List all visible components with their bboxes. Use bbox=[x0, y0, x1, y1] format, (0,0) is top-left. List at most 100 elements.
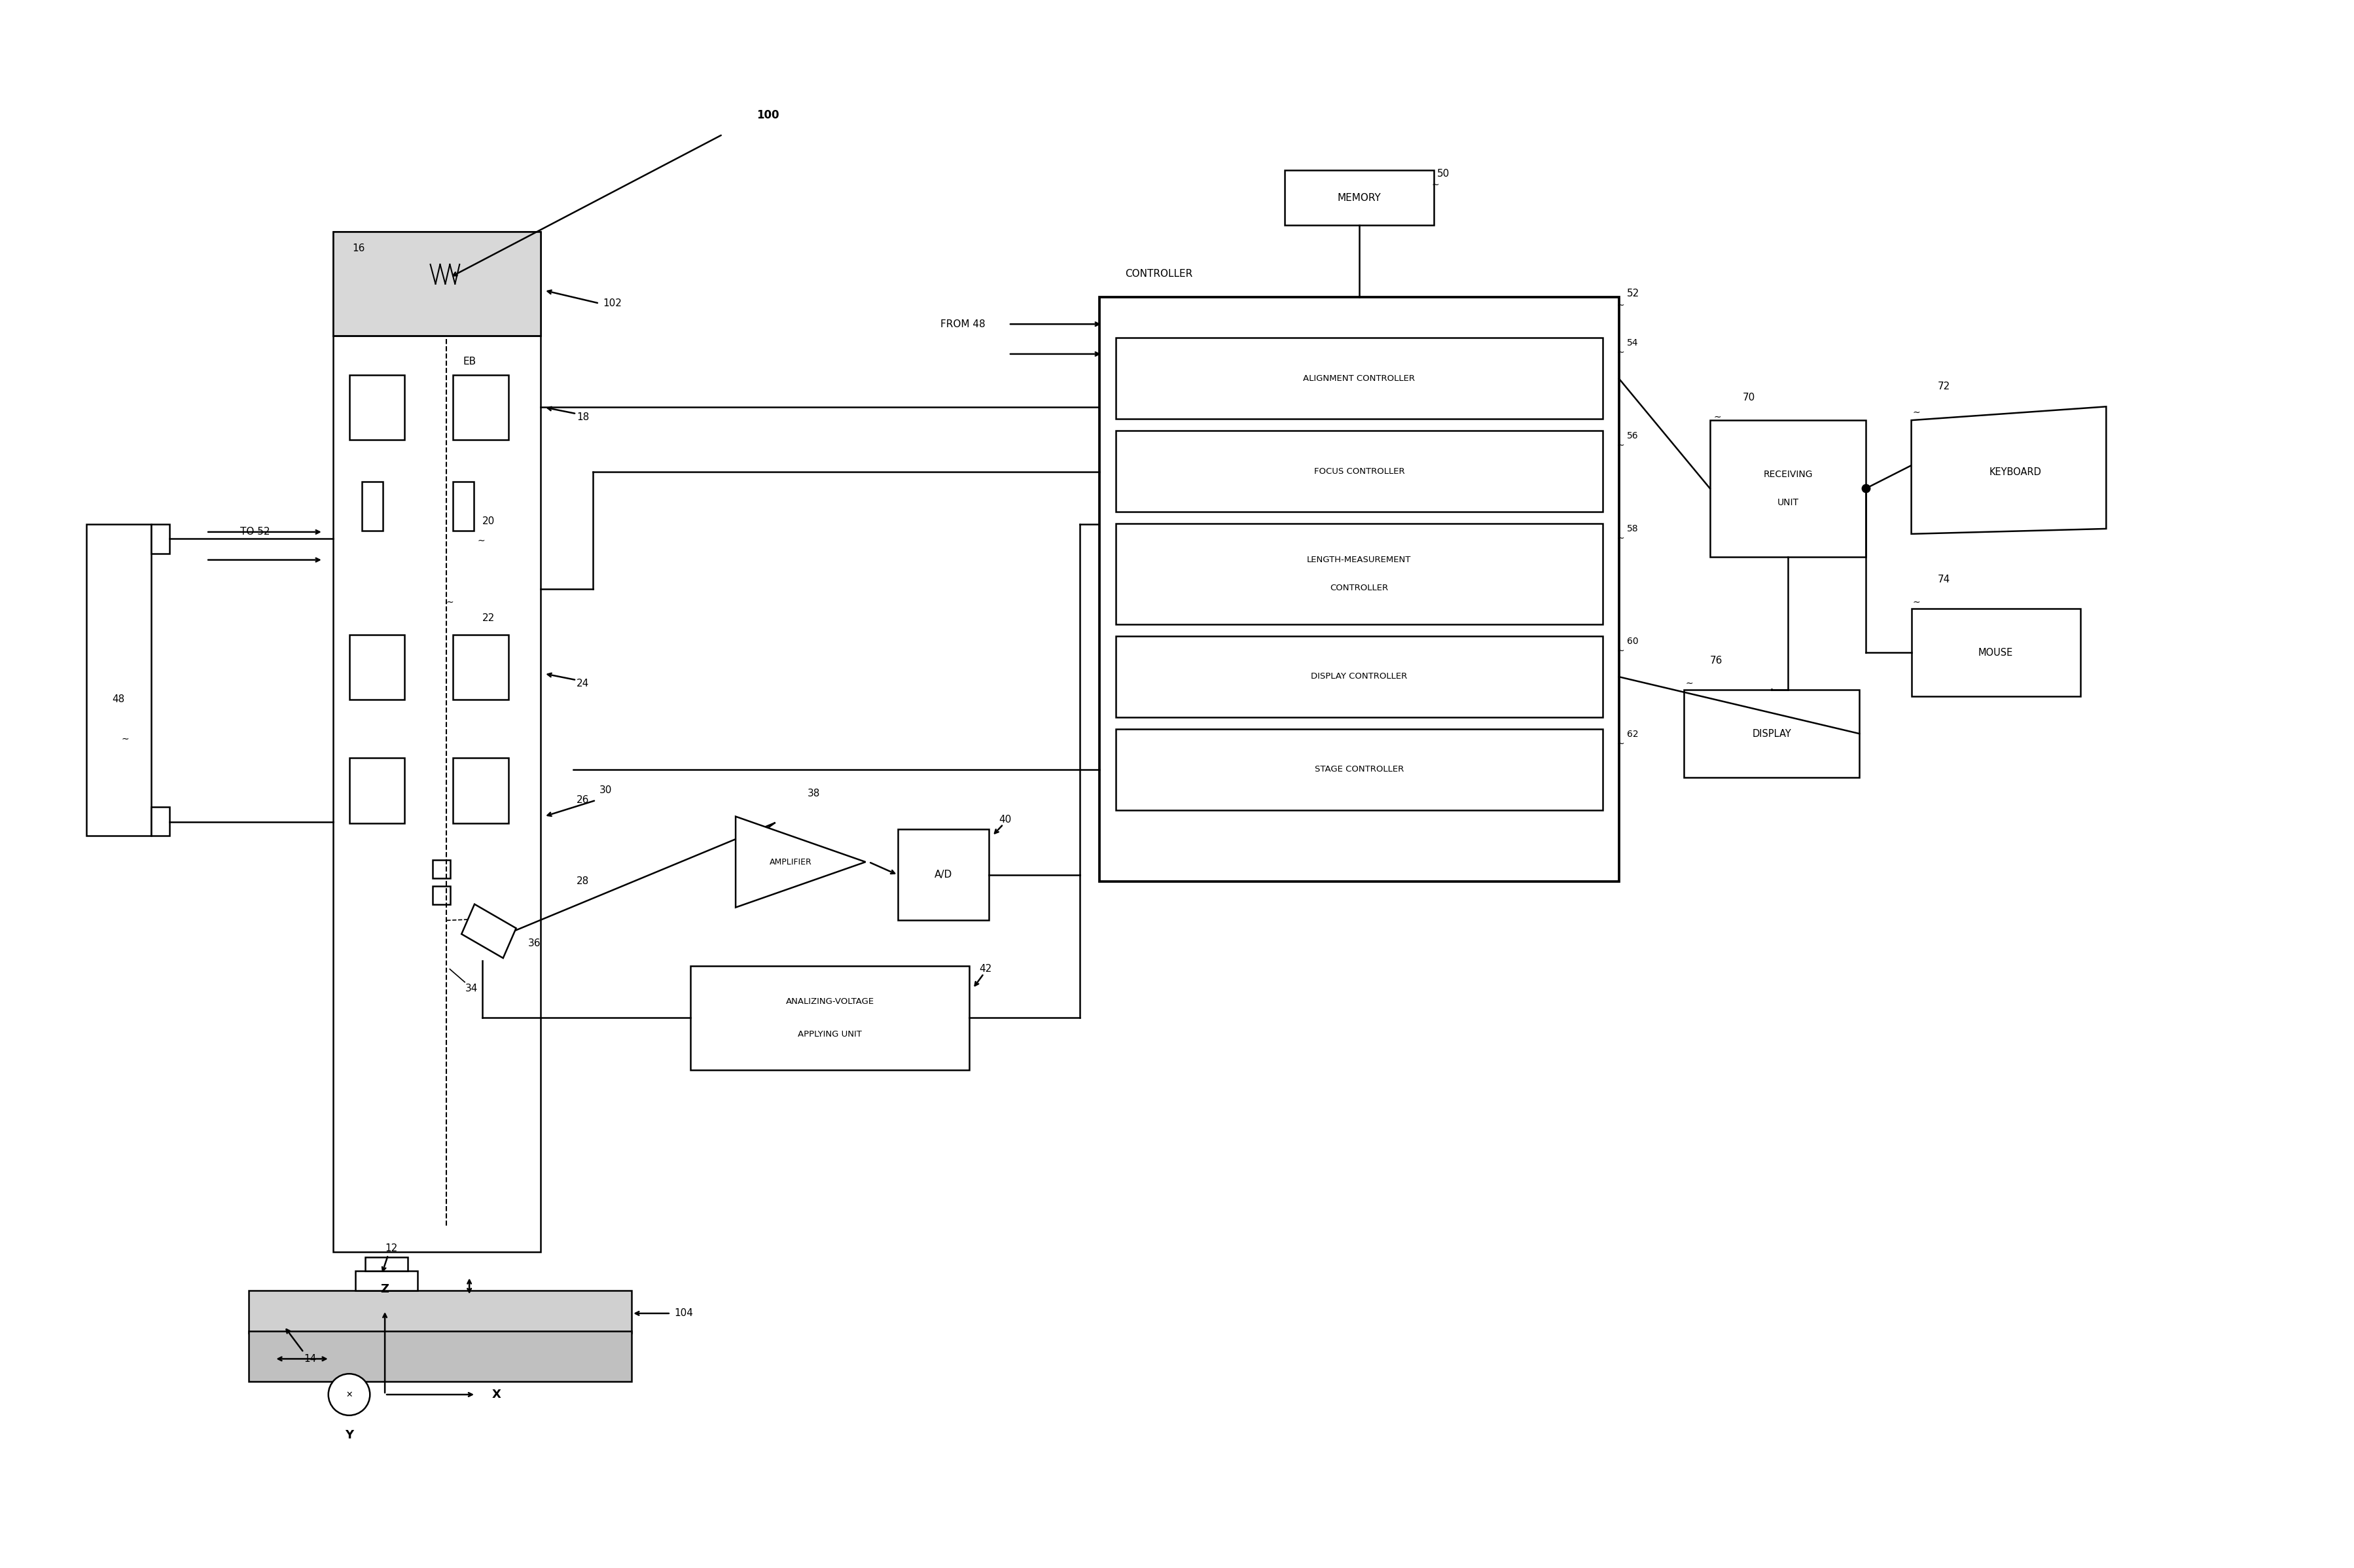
FancyBboxPatch shape bbox=[87, 524, 151, 836]
FancyBboxPatch shape bbox=[363, 481, 384, 530]
FancyBboxPatch shape bbox=[1285, 171, 1434, 226]
FancyBboxPatch shape bbox=[1099, 296, 1620, 881]
Text: 28: 28 bbox=[577, 877, 588, 886]
Polygon shape bbox=[734, 817, 866, 908]
FancyBboxPatch shape bbox=[1911, 608, 2079, 696]
Text: 104: 104 bbox=[673, 1308, 692, 1319]
Text: ∼: ∼ bbox=[478, 536, 485, 546]
Text: 70: 70 bbox=[1742, 392, 1754, 403]
Text: ∼: ∼ bbox=[1617, 299, 1624, 309]
FancyBboxPatch shape bbox=[332, 232, 541, 1251]
FancyBboxPatch shape bbox=[151, 524, 169, 554]
Text: ANALIZING-VOLTAGE: ANALIZING-VOLTAGE bbox=[786, 997, 873, 1005]
FancyBboxPatch shape bbox=[452, 375, 508, 439]
FancyBboxPatch shape bbox=[433, 886, 450, 905]
Text: 72: 72 bbox=[1937, 381, 1949, 392]
FancyBboxPatch shape bbox=[1683, 690, 1860, 778]
Text: ∼: ∼ bbox=[1911, 408, 1921, 417]
Text: 26: 26 bbox=[577, 795, 588, 804]
FancyBboxPatch shape bbox=[348, 635, 405, 699]
Text: 50: 50 bbox=[1436, 168, 1450, 179]
Text: MEMORY: MEMORY bbox=[1337, 193, 1382, 202]
FancyBboxPatch shape bbox=[433, 859, 450, 878]
FancyBboxPatch shape bbox=[1116, 637, 1603, 717]
Text: 62: 62 bbox=[1627, 729, 1638, 739]
Text: ALIGNMENT CONTROLLER: ALIGNMENT CONTROLLER bbox=[1302, 375, 1415, 383]
FancyBboxPatch shape bbox=[897, 829, 989, 920]
Text: MOUSE: MOUSE bbox=[1977, 648, 2013, 657]
FancyBboxPatch shape bbox=[1116, 729, 1603, 811]
FancyBboxPatch shape bbox=[250, 1331, 631, 1381]
Text: 18: 18 bbox=[577, 412, 588, 422]
Text: 20: 20 bbox=[483, 516, 494, 525]
FancyBboxPatch shape bbox=[1116, 524, 1603, 624]
Text: EB: EB bbox=[464, 358, 476, 367]
Text: 36: 36 bbox=[527, 938, 541, 949]
Text: ∼: ∼ bbox=[1714, 412, 1721, 422]
Text: 74: 74 bbox=[1937, 574, 1949, 585]
Text: CONTROLLER: CONTROLLER bbox=[1330, 583, 1389, 593]
Text: 14: 14 bbox=[304, 1353, 315, 1364]
Text: 12: 12 bbox=[386, 1243, 398, 1253]
Text: 16: 16 bbox=[353, 243, 365, 252]
Text: ∼: ∼ bbox=[1617, 441, 1624, 450]
Text: ∼: ∼ bbox=[1617, 646, 1624, 655]
Text: FROM 48: FROM 48 bbox=[939, 320, 986, 329]
Text: X: X bbox=[492, 1389, 501, 1400]
Text: 52: 52 bbox=[1627, 289, 1638, 298]
Circle shape bbox=[327, 1374, 370, 1416]
FancyBboxPatch shape bbox=[355, 1272, 417, 1290]
FancyBboxPatch shape bbox=[365, 1258, 407, 1272]
Text: DISPLAY: DISPLAY bbox=[1751, 729, 1791, 739]
Text: ∼: ∼ bbox=[1617, 739, 1624, 748]
FancyBboxPatch shape bbox=[452, 635, 508, 699]
FancyBboxPatch shape bbox=[1116, 431, 1603, 511]
Text: A/D: A/D bbox=[935, 870, 951, 880]
Text: 40: 40 bbox=[998, 815, 1012, 825]
Text: ∼: ∼ bbox=[445, 597, 454, 607]
Text: ∼: ∼ bbox=[1617, 348, 1624, 356]
Text: 24: 24 bbox=[577, 679, 588, 688]
Text: ∼: ∼ bbox=[1685, 679, 1693, 688]
Text: TO 52: TO 52 bbox=[240, 527, 271, 536]
FancyBboxPatch shape bbox=[348, 757, 405, 823]
Text: ✕: ✕ bbox=[346, 1391, 353, 1399]
Text: UNIT: UNIT bbox=[1777, 499, 1798, 508]
Text: DISPLAY CONTROLLER: DISPLAY CONTROLLER bbox=[1311, 673, 1408, 681]
Text: 60: 60 bbox=[1627, 637, 1638, 646]
Text: 48: 48 bbox=[113, 695, 125, 704]
Text: 30: 30 bbox=[600, 786, 612, 795]
Text: KEYBOARD: KEYBOARD bbox=[1989, 467, 2041, 477]
Text: ∼: ∼ bbox=[1911, 597, 1921, 607]
Text: 100: 100 bbox=[756, 110, 779, 121]
Polygon shape bbox=[461, 905, 516, 958]
FancyBboxPatch shape bbox=[151, 806, 169, 836]
Text: 54: 54 bbox=[1627, 339, 1638, 348]
Text: FOCUS CONTROLLER: FOCUS CONTROLLER bbox=[1314, 467, 1405, 475]
Text: ∼: ∼ bbox=[1617, 533, 1624, 543]
Text: 58: 58 bbox=[1627, 524, 1638, 533]
Polygon shape bbox=[1911, 406, 2104, 535]
Text: Z: Z bbox=[381, 1284, 388, 1295]
Text: 76: 76 bbox=[1709, 655, 1723, 665]
FancyBboxPatch shape bbox=[250, 1290, 631, 1333]
Text: CONTROLLER: CONTROLLER bbox=[1125, 270, 1193, 279]
FancyBboxPatch shape bbox=[332, 232, 541, 336]
Text: STAGE CONTROLLER: STAGE CONTROLLER bbox=[1314, 765, 1403, 773]
FancyBboxPatch shape bbox=[452, 757, 508, 823]
Text: ∼: ∼ bbox=[1431, 180, 1438, 190]
FancyBboxPatch shape bbox=[348, 375, 405, 439]
Text: LENGTH-MEASUREMENT: LENGTH-MEASUREMENT bbox=[1306, 555, 1410, 564]
Text: Y: Y bbox=[344, 1428, 353, 1441]
Text: 102: 102 bbox=[603, 298, 621, 309]
Text: 38: 38 bbox=[807, 789, 819, 798]
Text: RECEIVING: RECEIVING bbox=[1763, 469, 1813, 478]
Text: ∼: ∼ bbox=[120, 734, 129, 743]
FancyBboxPatch shape bbox=[1116, 337, 1603, 419]
FancyBboxPatch shape bbox=[690, 966, 970, 1069]
Text: 34: 34 bbox=[464, 983, 478, 994]
FancyBboxPatch shape bbox=[452, 481, 473, 530]
Text: 56: 56 bbox=[1627, 431, 1638, 441]
Text: 22: 22 bbox=[483, 613, 494, 622]
Text: APPLYING UNIT: APPLYING UNIT bbox=[798, 1030, 862, 1038]
